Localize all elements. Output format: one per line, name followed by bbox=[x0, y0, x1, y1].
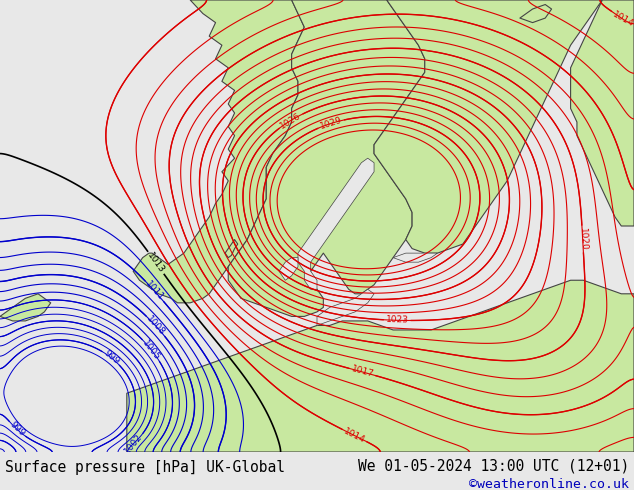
Text: 1002: 1002 bbox=[123, 432, 145, 455]
Text: 1013: 1013 bbox=[146, 251, 166, 275]
Text: 1017: 1017 bbox=[350, 365, 375, 379]
Text: Surface pressure [hPa] UK-Global: Surface pressure [hPa] UK-Global bbox=[5, 460, 285, 475]
Text: 1023: 1023 bbox=[385, 316, 409, 325]
Text: 999: 999 bbox=[101, 349, 121, 367]
Text: 1020: 1020 bbox=[578, 227, 588, 251]
Text: ©weatheronline.co.uk: ©weatheronline.co.uk bbox=[469, 478, 629, 490]
Text: 1026: 1026 bbox=[279, 111, 303, 130]
Text: 1008: 1008 bbox=[145, 315, 167, 338]
Text: 999: 999 bbox=[8, 420, 27, 439]
Text: 1014: 1014 bbox=[342, 426, 366, 444]
Text: 1011: 1011 bbox=[143, 280, 165, 303]
Text: 1029: 1029 bbox=[319, 116, 343, 131]
Text: 1014: 1014 bbox=[611, 10, 634, 29]
Text: We 01-05-2024 13:00 UTC (12+01): We 01-05-2024 13:00 UTC (12+01) bbox=[358, 459, 629, 474]
Text: 1005: 1005 bbox=[141, 338, 162, 362]
